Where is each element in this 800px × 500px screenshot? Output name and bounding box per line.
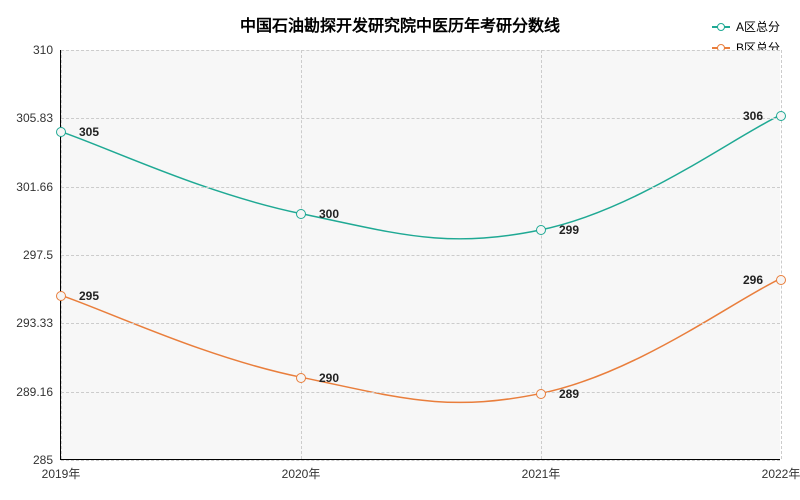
grid-line-h xyxy=(61,323,780,324)
legend-item: A区总分 xyxy=(712,18,780,35)
ytick-label: 305.83 xyxy=(16,111,61,125)
series-line xyxy=(61,115,779,238)
xtick-label: 2019年 xyxy=(42,459,81,482)
ytick-label: 301.66 xyxy=(16,180,61,194)
ytick-label: 297.5 xyxy=(23,248,61,262)
grid-line-h xyxy=(61,392,780,393)
data-point-label: 289 xyxy=(559,387,579,401)
legend-label: A区总分 xyxy=(736,18,780,35)
ytick-label: 293.33 xyxy=(16,316,61,330)
data-point-marker xyxy=(56,127,66,137)
grid-line-h xyxy=(61,255,780,256)
data-point-label: 306 xyxy=(743,109,763,123)
data-point-label: 300 xyxy=(319,207,339,221)
data-point-marker xyxy=(536,225,546,235)
legend-swatch-b xyxy=(712,47,730,49)
chart-container: 中国石油勘探开发研究院中医历年考研分数线 A区总分 B区总分 285289.16… xyxy=(0,0,800,500)
data-point-label: 299 xyxy=(559,223,579,237)
xtick-label: 2021年 xyxy=(522,459,561,482)
data-point-marker xyxy=(776,111,786,121)
xtick-label: 2020年 xyxy=(282,459,321,482)
data-point-label: 305 xyxy=(79,125,99,139)
grid-line-h xyxy=(61,50,780,51)
grid-line-v xyxy=(301,50,302,459)
data-point-marker xyxy=(296,209,306,219)
grid-line-v xyxy=(61,50,62,459)
series-line xyxy=(61,279,779,402)
ytick-label: 310 xyxy=(33,43,61,57)
grid-line-h xyxy=(61,118,780,119)
legend-swatch-a xyxy=(712,26,730,28)
data-point-label: 290 xyxy=(319,371,339,385)
data-point-marker xyxy=(776,275,786,285)
ytick-label: 289.16 xyxy=(16,385,61,399)
xtick-label: 2022年 xyxy=(762,459,800,482)
plot-area: 285289.16293.33297.5301.66305.833102019年… xyxy=(60,50,780,460)
data-point-marker xyxy=(296,373,306,383)
grid-line-h xyxy=(61,460,780,461)
data-point-label: 295 xyxy=(79,289,99,303)
data-point-label: 296 xyxy=(743,273,763,287)
grid-line-h xyxy=(61,187,780,188)
data-point-marker xyxy=(56,291,66,301)
chart-title: 中国石油勘探开发研究院中医历年考研分数线 xyxy=(240,12,560,36)
data-point-marker xyxy=(536,389,546,399)
